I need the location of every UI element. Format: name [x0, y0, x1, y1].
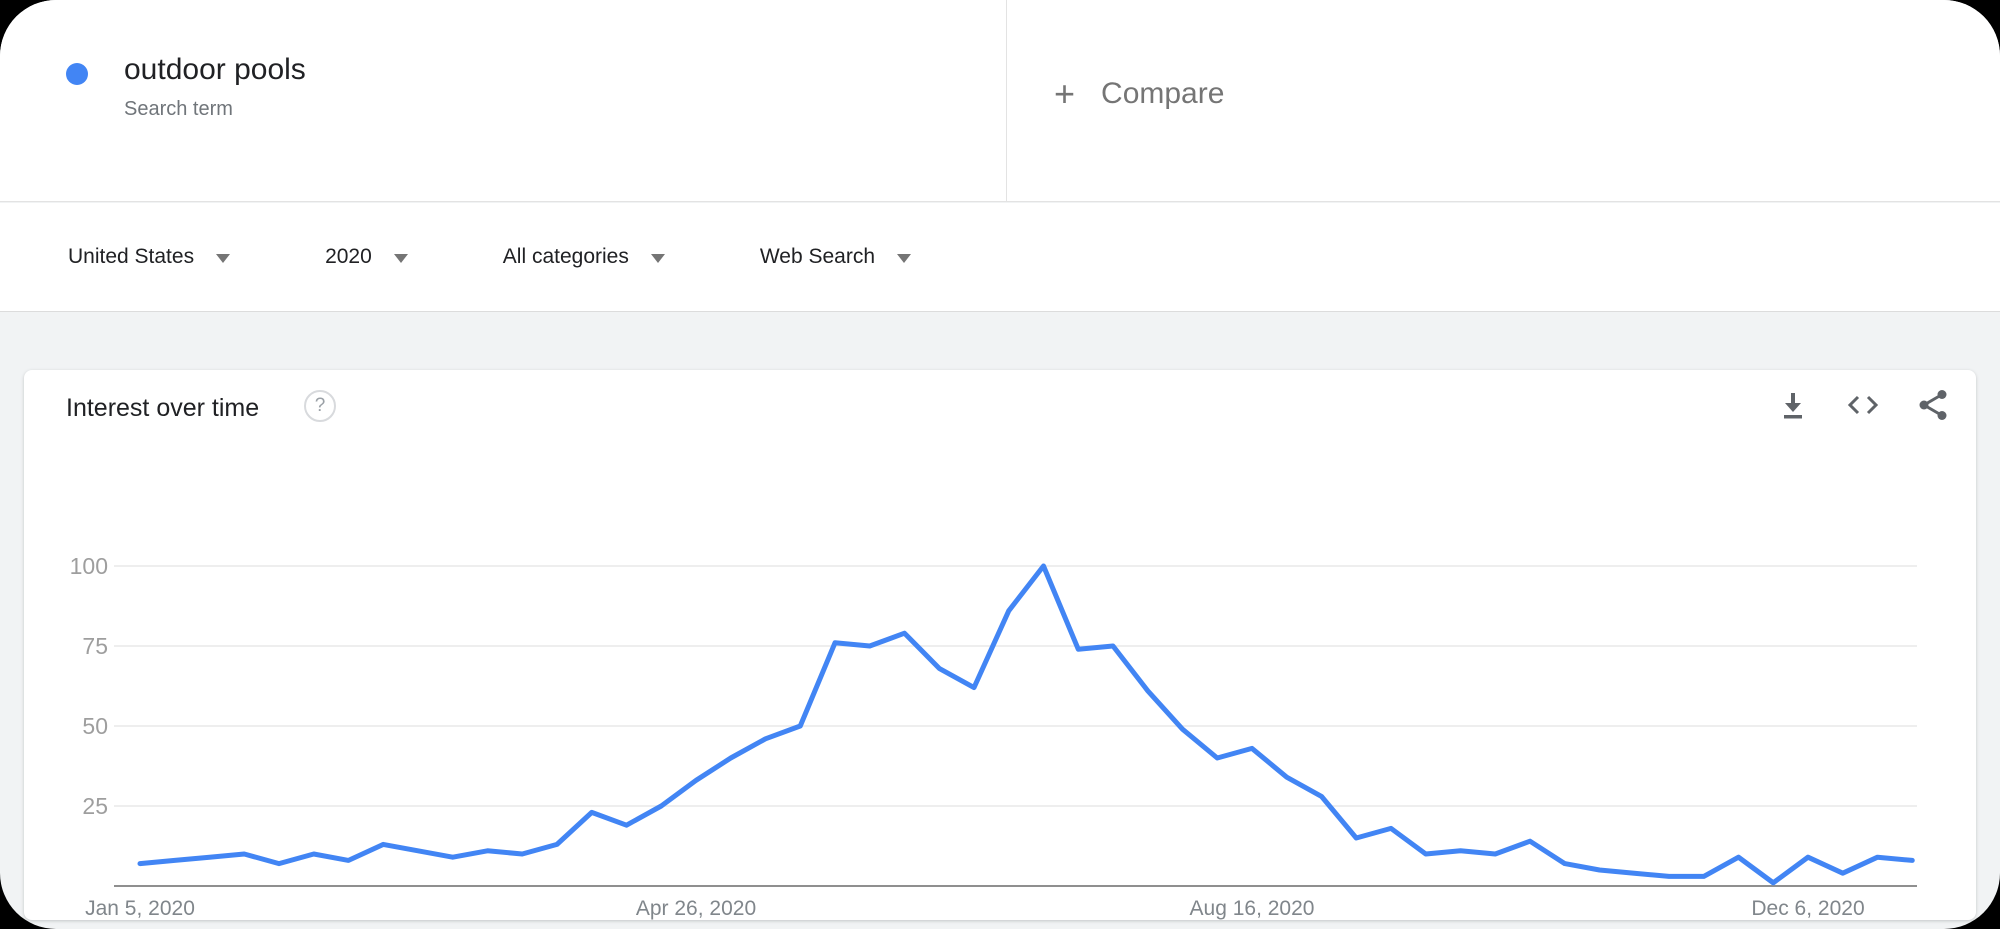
card-actions	[1776, 388, 1950, 422]
filter-region-dropdown[interactable]: United States	[68, 245, 231, 269]
filter-category-label: All categories	[502, 245, 629, 268]
x-axis-tick-label: Dec 6, 2020	[1751, 897, 1864, 920]
interest-over-time-chart: 25 50 75 100 Jan 5, 2020 Apr 26, 2020 Aug 16, …	[70, 553, 1917, 920]
trend-line[interactable]	[137, 563, 1915, 886]
share-icon	[1919, 390, 1947, 420]
embed-button[interactable]	[1846, 388, 1880, 422]
y-axis-tick-label: 75	[82, 633, 108, 659]
filter-time-label: 2020	[325, 245, 372, 268]
filter-time-dropdown[interactable]: 2020	[325, 245, 408, 269]
search-term-text: outdoor pools Search term	[124, 52, 306, 121]
y-axis-tick-label: 50	[82, 713, 108, 739]
plus-icon: +	[1054, 73, 1076, 114]
filter-search-type-label: Web Search	[759, 245, 876, 268]
help-question-mark: ?	[314, 395, 326, 416]
card-header: Interest over time ?	[24, 370, 1976, 442]
dropdown-caret-icon	[650, 254, 665, 263]
x-axis-tick-label: Aug 16, 2020	[1190, 897, 1315, 920]
series-color-dot	[66, 63, 88, 85]
interest-over-time-card: 25 50 75 100 Jan 5, 2020 Apr 26, 2020 Aug 16, …	[24, 370, 1976, 920]
search-terms-header: outdoor pools Search term + Compare	[0, 0, 2000, 202]
filter-category-dropdown[interactable]: All categories	[503, 245, 665, 269]
compare-label: Compare	[1101, 77, 1225, 110]
y-axis-tick-label: 25	[82, 793, 108, 819]
dropdown-caret-icon	[216, 254, 231, 263]
filter-search-type-dropdown[interactable]: Web Search	[759, 245, 912, 269]
embed-icon	[1847, 395, 1879, 415]
card-title: Interest over time	[66, 394, 260, 422]
header-divider	[1006, 0, 1007, 201]
dropdown-caret-icon	[897, 254, 912, 263]
help-icon[interactable]: ?	[304, 390, 336, 422]
y-axis-tick-label: 100	[70, 553, 108, 579]
search-term-title: outdoor pools	[124, 53, 306, 86]
add-comparison-button[interactable]: + Compare	[1054, 74, 1224, 114]
x-axis-tick-label: Apr 26, 2020	[636, 897, 756, 920]
download-icon	[1784, 393, 1802, 419]
download-button[interactable]	[1776, 388, 1810, 422]
share-button[interactable]	[1916, 388, 1950, 422]
dropdown-caret-icon	[393, 254, 408, 263]
search-term-card[interactable]: outdoor pools Search term	[66, 52, 306, 121]
filter-bar: United States 2020 All categories Web Se…	[0, 203, 2000, 312]
filter-region-label: United States	[68, 245, 195, 268]
x-axis-tick-label: Jan 5, 2020	[85, 897, 195, 920]
search-term-subtitle: Search term	[124, 98, 233, 120]
